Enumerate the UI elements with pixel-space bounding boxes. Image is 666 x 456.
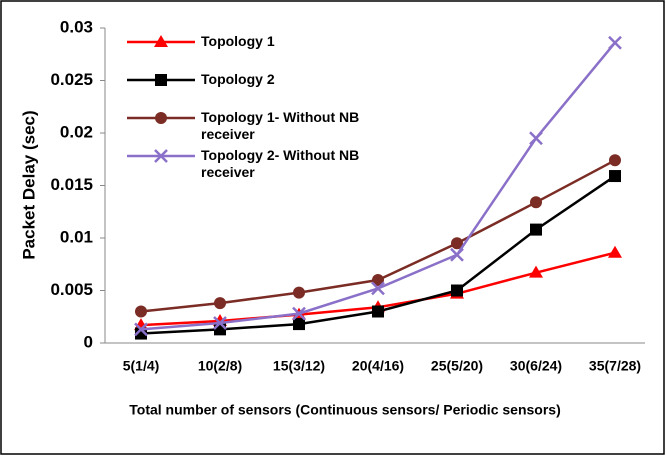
y-tick-label: 0.025 [50, 70, 93, 89]
legend-label: Topology 1 [201, 33, 275, 49]
marker [154, 149, 168, 163]
x-tick-label: 20(4/16) [352, 358, 404, 374]
legend-label: Topology 1- Without NB receiver [201, 109, 360, 142]
marker [155, 74, 167, 86]
x-tick-label: 35(7/28) [589, 358, 641, 374]
marker [372, 305, 384, 318]
marker [608, 245, 622, 258]
marker [135, 327, 147, 340]
series [135, 154, 621, 318]
x-tick-label: 5(1/4) [123, 358, 160, 374]
marker [451, 284, 463, 297]
marker [213, 316, 227, 330]
marker [451, 237, 463, 250]
marker [293, 286, 305, 299]
marker [134, 322, 148, 337]
legend-swatch [127, 149, 195, 163]
marker [154, 35, 168, 47]
legend-label: Topology 2- Without NB receiver [201, 147, 360, 180]
marker [529, 131, 543, 146]
marker [609, 154, 621, 167]
x-tick-label: 15(3/12) [273, 358, 325, 374]
marker [450, 247, 464, 262]
y-tick-label: 0.015 [50, 175, 93, 194]
legend-label: Topology 2 [201, 71, 275, 87]
marker [372, 274, 384, 286]
marker [293, 318, 305, 331]
marker [529, 265, 543, 278]
marker [530, 196, 542, 209]
marker [214, 297, 226, 310]
y-tick-label: 0 [84, 332, 93, 351]
series [134, 35, 622, 337]
y-tick-label: 0.01 [60, 227, 93, 246]
legend-swatch [127, 112, 195, 124]
x-axis-label: Total number of sensors (Continuous sens… [129, 402, 560, 418]
marker [609, 170, 621, 183]
x-tick-label: 10(2/8) [198, 358, 242, 374]
y-tick-label: 0.005 [50, 280, 93, 299]
legend-swatch [127, 74, 195, 86]
marker [155, 112, 167, 124]
y-tick-label: 0.03 [60, 17, 93, 36]
marker [608, 35, 622, 50]
marker [530, 223, 542, 236]
y-tick-label: 0.02 [60, 122, 93, 141]
marker [214, 323, 226, 336]
legend-swatch [127, 35, 195, 47]
marker [292, 306, 306, 321]
marker [371, 281, 385, 296]
x-tick-label: 25(5/20) [431, 358, 483, 374]
marker [135, 305, 147, 318]
x-tick-label: 30(6/24) [510, 358, 562, 374]
y-axis-label: Packet Delay (sec) [19, 110, 38, 259]
